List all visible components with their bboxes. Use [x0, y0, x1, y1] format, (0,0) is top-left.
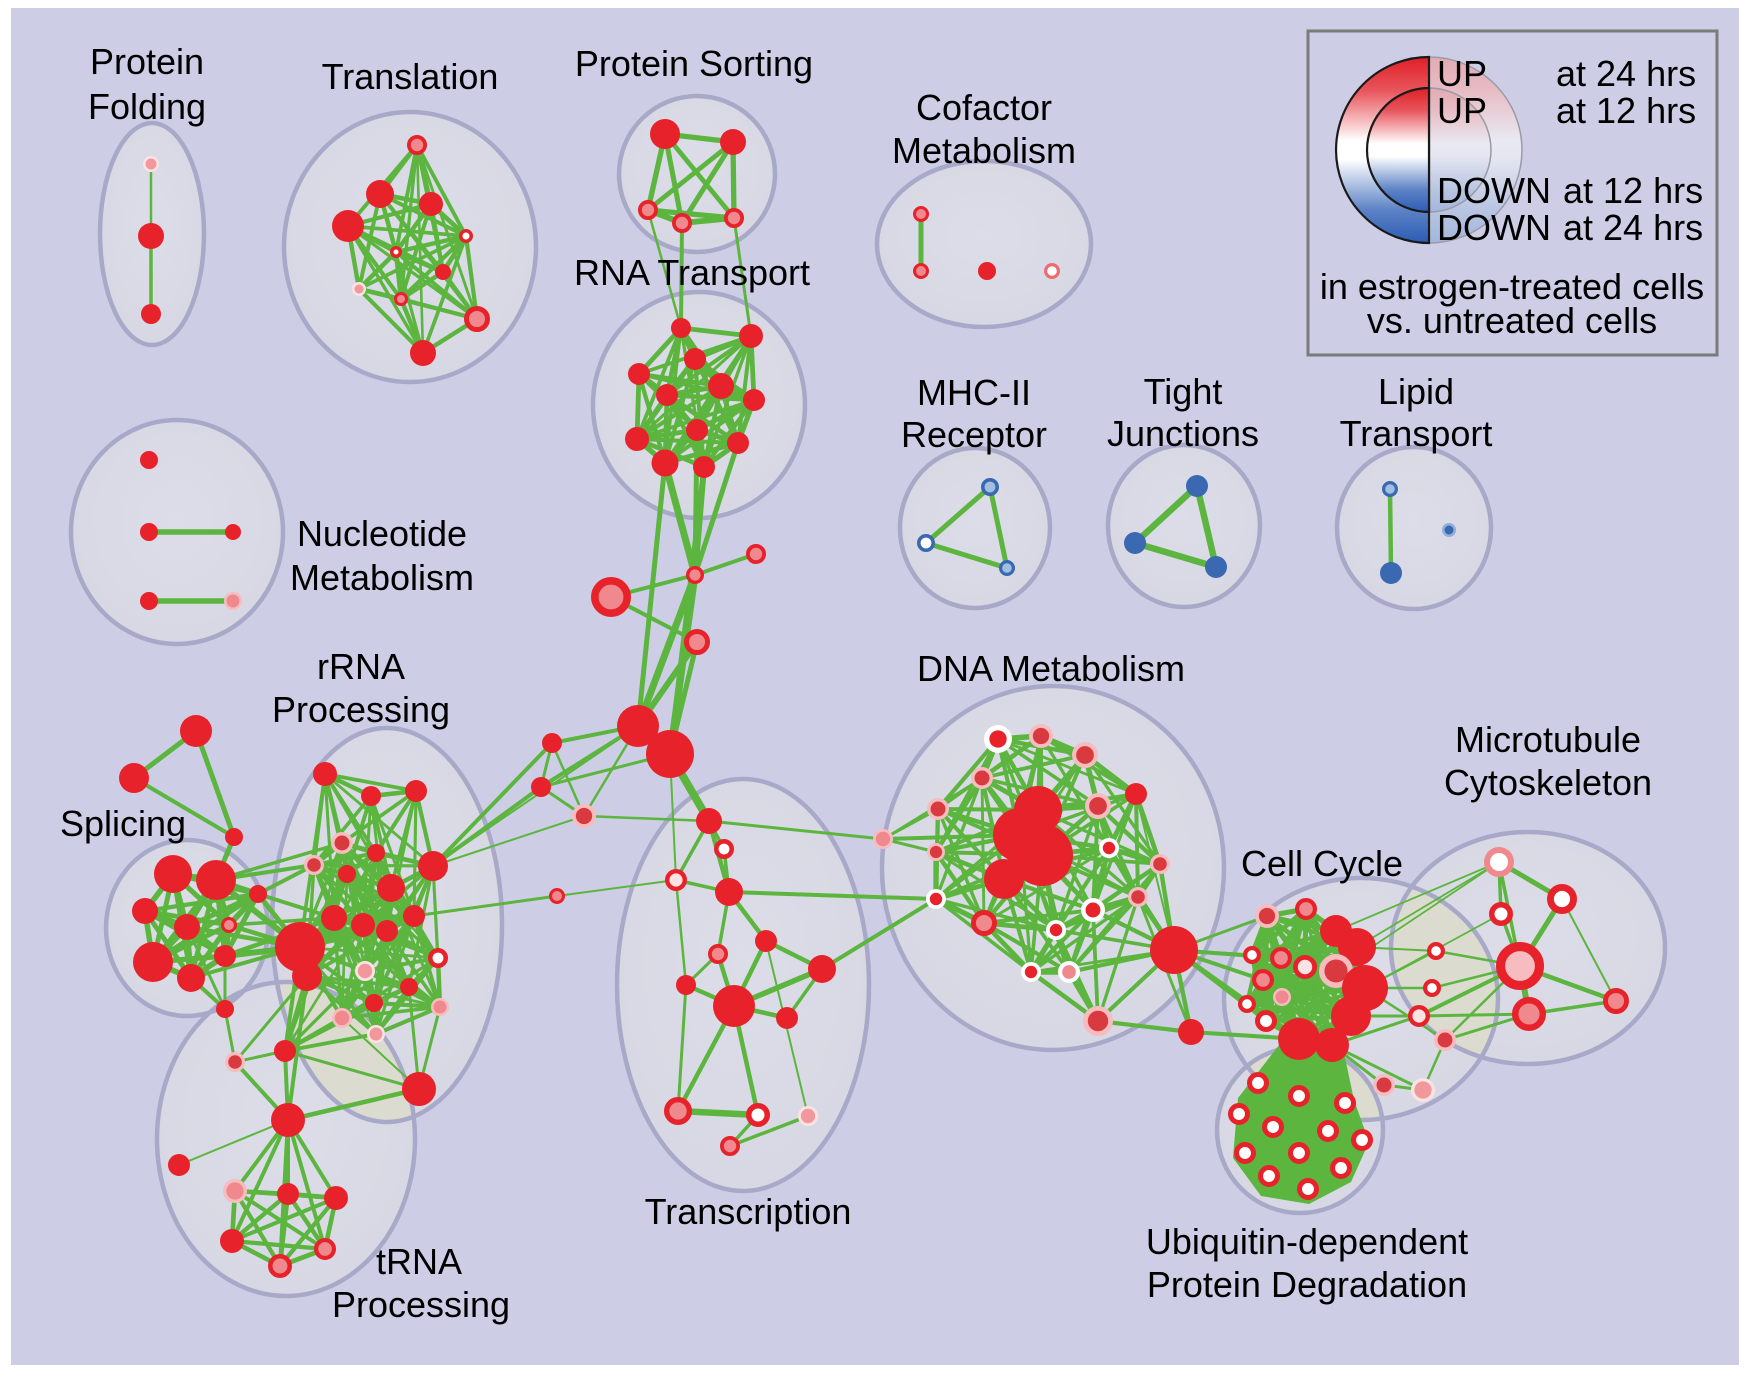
- svg-text:at 12 hrs: at 12 hrs: [1563, 170, 1703, 211]
- svg-text:Metabolism: Metabolism: [892, 130, 1076, 171]
- svg-text:Junctions: Junctions: [1107, 413, 1259, 454]
- svg-text:DOWN: DOWN: [1437, 207, 1551, 248]
- svg-text:Folding: Folding: [88, 86, 206, 127]
- svg-text:Microtubule: Microtubule: [1455, 719, 1641, 760]
- svg-text:tRNA: tRNA: [376, 1241, 462, 1282]
- svg-text:Processing: Processing: [272, 689, 450, 730]
- svg-text:DNA Metabolism: DNA Metabolism: [917, 648, 1185, 689]
- svg-text:at 24 hrs: at 24 hrs: [1563, 207, 1703, 248]
- svg-text:UP: UP: [1437, 90, 1487, 131]
- svg-text:Splicing: Splicing: [60, 803, 186, 844]
- svg-text:at 24 hrs: at 24 hrs: [1556, 53, 1696, 94]
- svg-text:Cytoskeleton: Cytoskeleton: [1444, 762, 1652, 803]
- svg-text:Lipid: Lipid: [1378, 371, 1454, 412]
- svg-text:Cell Cycle: Cell Cycle: [1241, 843, 1403, 884]
- svg-text:Nucleotide: Nucleotide: [297, 513, 467, 554]
- svg-text:Cofactor: Cofactor: [916, 87, 1052, 128]
- svg-text:Transcription: Transcription: [645, 1191, 852, 1232]
- svg-text:Metabolism: Metabolism: [290, 557, 474, 598]
- svg-text:rRNA: rRNA: [317, 646, 405, 687]
- svg-text:in estrogen-treated cells: in estrogen-treated cells: [1320, 266, 1704, 307]
- svg-text:Ubiquitin-dependent: Ubiquitin-dependent: [1146, 1221, 1468, 1262]
- svg-text:Tight: Tight: [1144, 371, 1223, 412]
- svg-text:Receptor: Receptor: [901, 414, 1047, 455]
- svg-text:Protein Sorting: Protein Sorting: [575, 43, 813, 84]
- svg-text:Translation: Translation: [322, 56, 499, 97]
- svg-text:Transport: Transport: [1340, 413, 1493, 454]
- svg-text:UP: UP: [1437, 53, 1487, 94]
- svg-text:RNA Transport: RNA Transport: [574, 252, 810, 293]
- svg-text:DOWN: DOWN: [1437, 170, 1551, 211]
- svg-text:at 12 hrs: at 12 hrs: [1556, 90, 1696, 131]
- svg-text:MHC-II: MHC-II: [917, 372, 1031, 413]
- svg-text:Processing: Processing: [332, 1284, 510, 1325]
- svg-text:vs. untreated cells: vs. untreated cells: [1367, 300, 1657, 341]
- svg-text:Protein: Protein: [90, 41, 204, 82]
- svg-text:Protein Degradation: Protein Degradation: [1147, 1264, 1467, 1305]
